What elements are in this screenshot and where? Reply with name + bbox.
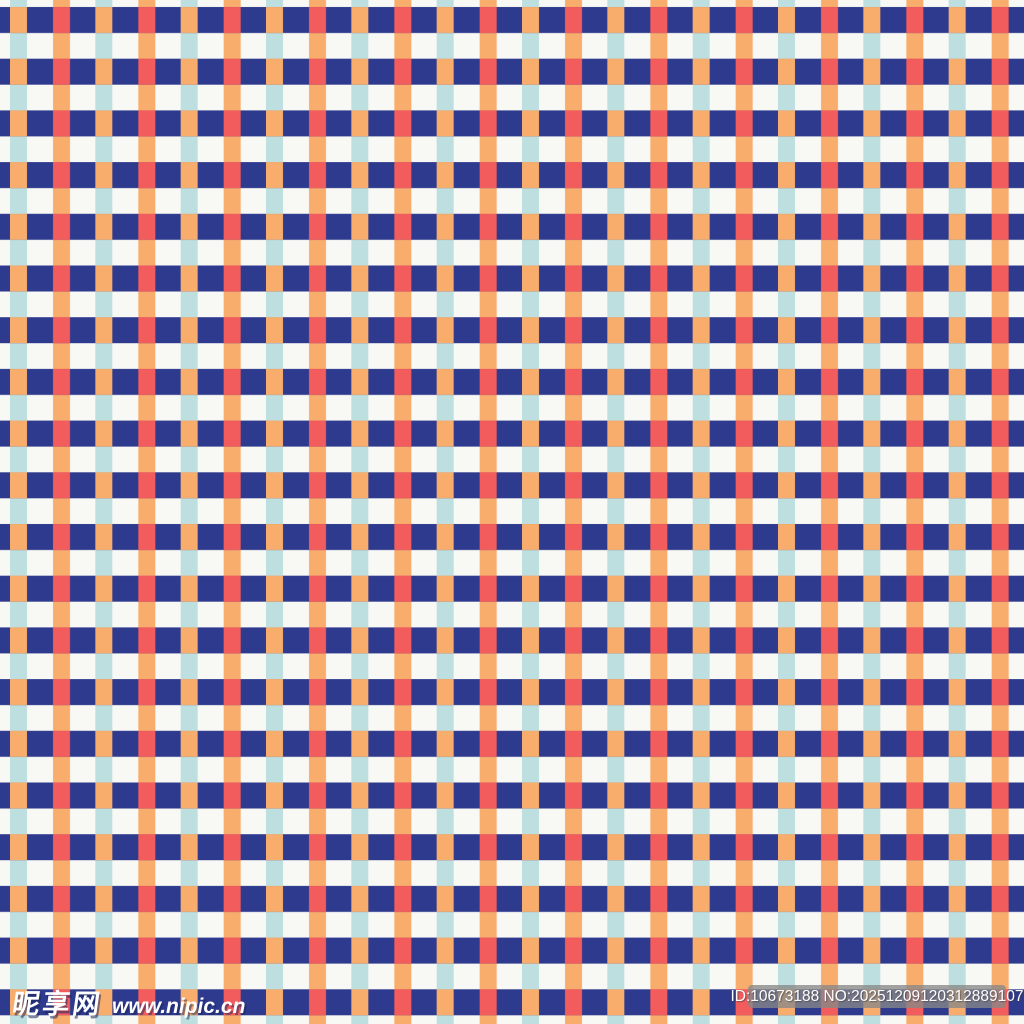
image-id-badge: ID:10673188 NO:20251209120312889107	[730, 985, 1024, 1008]
image-id-text: ID:10673188 NO:20251209120312889107	[730, 987, 1024, 1005]
